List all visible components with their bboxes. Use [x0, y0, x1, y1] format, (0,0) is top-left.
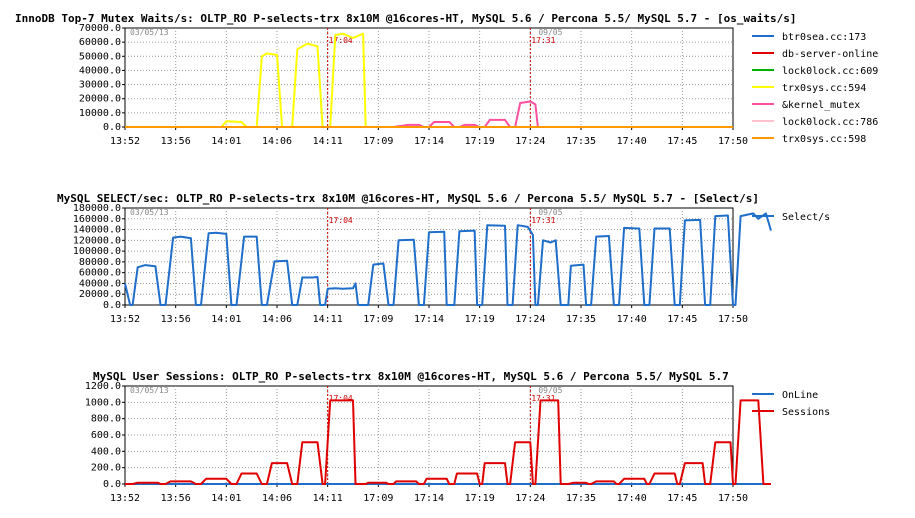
date-end-label: 09/05 [538, 386, 562, 395]
marker-label: 17:04 [329, 394, 353, 403]
x-tick-label: 17:24 [515, 314, 545, 325]
y-tick-label: 0.0 [103, 300, 121, 311]
y-tick-label: 100000.0 [73, 246, 121, 257]
date-start-label: 03/05/13 [130, 28, 169, 37]
x-tick-label: 14:06 [262, 493, 292, 504]
y-tick-label: 160000.0 [73, 214, 121, 225]
date-end-label: 09/05 [538, 28, 562, 37]
series-line-sessions [125, 399, 771, 485]
y-tick-label: 120000.0 [73, 235, 121, 246]
x-tick-label: 13:52 [110, 314, 140, 325]
y-tick-label: 200.0 [91, 463, 121, 474]
x-tick-label: 17:09 [363, 314, 393, 325]
marker-label: 17:31 [531, 394, 555, 403]
marker-label: 17:31 [531, 216, 555, 225]
chart-3: MySQL User Sessions: OLTP_RO P-selects-t… [85, 370, 830, 504]
x-tick-label: 17:40 [617, 136, 647, 147]
x-tick-label: 13:56 [161, 493, 191, 504]
x-tick-label: 14:11 [313, 136, 343, 147]
x-tick-label: 17:40 [617, 314, 647, 325]
x-tick-label: 14:01 [211, 136, 241, 147]
x-tick-label: 17:40 [617, 493, 647, 504]
legend-label: &kernel_mutex [782, 100, 860, 111]
legend-label: Sessions [782, 407, 830, 418]
y-tick-label: 140000.0 [73, 225, 121, 236]
legend-label: OnLine [782, 390, 818, 401]
x-tick-label: 17:35 [566, 136, 596, 147]
chart-title: MySQL SELECT/sec: OLTP_RO P-selects-trx … [57, 192, 759, 205]
chart-1: InnoDB Top-7 Mutex Waits/s: OLTP_RO P-se… [15, 12, 878, 147]
legend-label: db-server-online [782, 49, 878, 60]
x-tick-label: 14:11 [313, 314, 343, 325]
x-tick-label: 14:06 [262, 136, 292, 147]
x-tick-label: 17:09 [363, 493, 393, 504]
legend-label: btr0sea.cc:173 [782, 32, 866, 43]
marker-label: 17:04 [329, 216, 353, 225]
x-tick-label: 14:06 [262, 314, 292, 325]
x-tick-label: 13:56 [161, 314, 191, 325]
legend-label: lock0lock.cc:609 [782, 66, 878, 77]
y-tick-label: 20000.0 [79, 94, 121, 105]
x-tick-label: 17:19 [465, 314, 495, 325]
series-line-select-s [124, 212, 772, 306]
x-tick-label: 13:52 [110, 136, 140, 147]
y-tick-label: 0.0 [103, 122, 121, 133]
marker-label: 17:31 [531, 36, 555, 45]
y-tick-label: 60000.0 [79, 268, 121, 279]
date-start-label: 03/05/13 [130, 386, 169, 395]
y-tick-label: 0.0 [103, 479, 121, 490]
x-tick-label: 14:01 [211, 314, 241, 325]
legend-label: trx0sys.cc:594 [782, 83, 866, 94]
x-tick-label: 17:45 [667, 493, 697, 504]
x-tick-label: 17:14 [414, 493, 444, 504]
y-tick-label: 60000.0 [79, 37, 121, 48]
x-tick-label: 13:56 [161, 136, 191, 147]
x-tick-label: 17:45 [667, 314, 697, 325]
date-start-label: 03/05/13 [130, 208, 169, 217]
x-tick-label: 14:11 [313, 493, 343, 504]
y-tick-label: 40000.0 [79, 65, 121, 76]
x-tick-label: 17:14 [414, 136, 444, 147]
y-tick-label: 1000.0 [85, 397, 121, 408]
x-tick-label: 17:35 [566, 493, 596, 504]
chart-title: InnoDB Top-7 Mutex Waits/s: OLTP_RO P-se… [15, 12, 796, 25]
series-line-trx0sys-cc-594 [125, 32, 374, 128]
chart-2: MySQL SELECT/sec: OLTP_RO P-selects-trx … [57, 192, 830, 325]
y-tick-label: 600.0 [91, 430, 121, 441]
plot-area [124, 27, 734, 128]
x-tick-label: 17:50 [718, 136, 748, 147]
x-tick-label: 14:01 [211, 493, 241, 504]
legend-label: Select/s [782, 212, 830, 223]
x-tick-label: 13:52 [110, 493, 140, 504]
x-tick-label: 17:19 [465, 493, 495, 504]
y-tick-label: 800.0 [91, 414, 121, 425]
legend-label: trx0sys.cc:598 [782, 134, 866, 145]
x-tick-label: 17:19 [465, 136, 495, 147]
y-tick-label: 1200.0 [85, 381, 121, 392]
x-tick-label: 17:45 [667, 136, 697, 147]
y-tick-label: 30000.0 [79, 80, 121, 91]
y-tick-label: 80000.0 [79, 257, 121, 268]
y-tick-label: 70000.0 [79, 23, 121, 34]
x-tick-label: 17:24 [515, 136, 545, 147]
x-tick-label: 17:50 [718, 493, 748, 504]
x-tick-label: 17:35 [566, 314, 596, 325]
date-end-label: 09/05 [538, 208, 562, 217]
y-tick-label: 400.0 [91, 446, 121, 457]
y-tick-label: 20000.0 [79, 289, 121, 300]
y-tick-label: 10000.0 [79, 108, 121, 119]
x-tick-label: 17:09 [363, 136, 393, 147]
marker-label: 17:04 [329, 36, 353, 45]
y-tick-label: 40000.0 [79, 278, 121, 289]
y-tick-label: 50000.0 [79, 51, 121, 62]
x-tick-label: 17:24 [515, 493, 545, 504]
x-tick-label: 17:50 [718, 314, 748, 325]
chart-title: MySQL User Sessions: OLTP_RO P-selects-t… [93, 370, 729, 383]
legend-label: lock0lock.cc:786 [782, 117, 878, 128]
x-tick-label: 17:14 [414, 314, 444, 325]
y-tick-label: 180000.0 [73, 203, 121, 214]
